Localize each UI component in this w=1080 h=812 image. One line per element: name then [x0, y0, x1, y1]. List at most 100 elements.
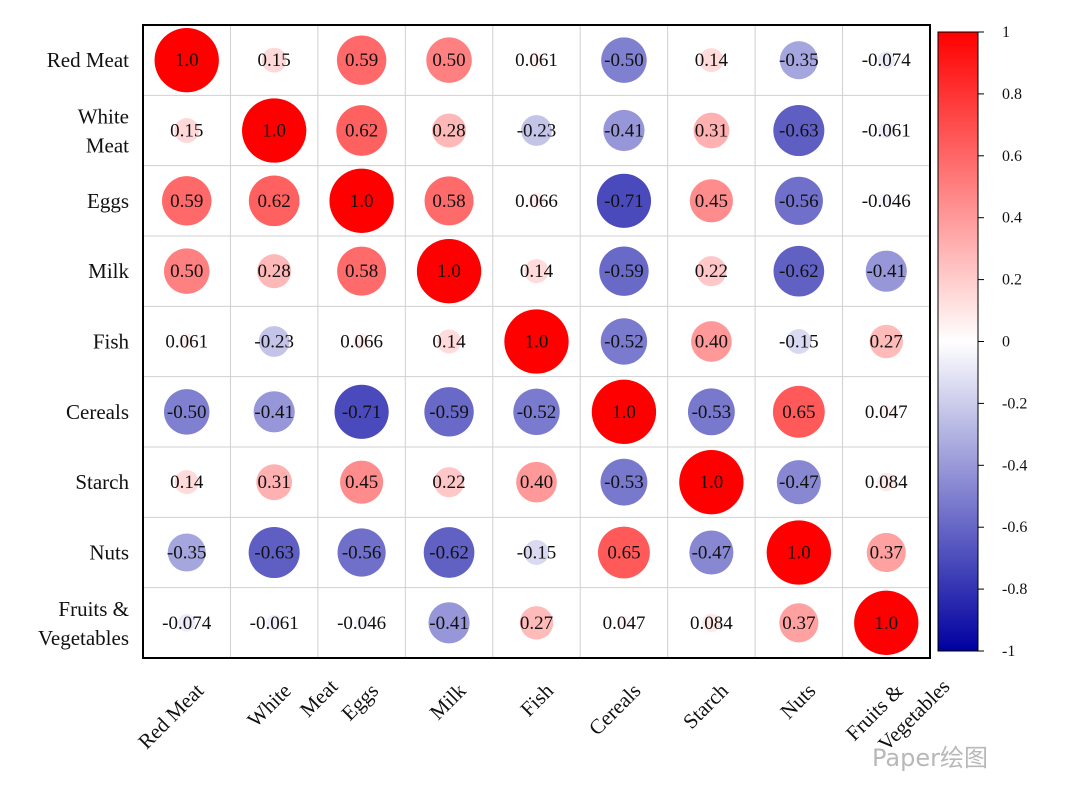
correlation-circle [521, 115, 552, 146]
correlation-circle [424, 387, 474, 437]
cell-value-label: 0.37 [870, 543, 903, 564]
colorbar [937, 31, 979, 652]
cell-value-label: -0.50 [604, 50, 644, 71]
correlation-circle [163, 389, 210, 435]
correlation-circle [603, 109, 645, 152]
cell-value-label: 0.45 [695, 191, 728, 212]
correlation-circle [174, 470, 199, 495]
cell-value-label: -0.41 [866, 261, 906, 282]
cell-value-label: 0.22 [695, 261, 728, 282]
correlation-circle [432, 113, 467, 148]
x-tick-label: Nuts [775, 679, 820, 724]
cell-value-label: 0.31 [258, 472, 291, 493]
correlation-circle [687, 388, 735, 436]
cell-value-label: -0.074 [862, 50, 912, 71]
cell-value-label: -0.56 [779, 191, 819, 212]
cell-value-label: -0.061 [862, 121, 911, 142]
cell-value-label: 1.0 [525, 332, 549, 353]
y-tick-label: Milk [88, 259, 129, 283]
cell-value-label: 0.62 [345, 121, 378, 142]
cell-value-label: -0.59 [604, 261, 644, 282]
cell-value-label: -0.56 [342, 543, 382, 564]
correlation-circle [524, 540, 549, 565]
correlation-circle [524, 259, 549, 284]
cell-value-label: 0.22 [432, 472, 465, 493]
correlation-circle [699, 48, 724, 73]
cell-value-label: -0.63 [779, 121, 819, 142]
correlation-circle [178, 333, 195, 350]
cell-value-label: -0.59 [429, 402, 469, 423]
correlation-circle [776, 460, 821, 505]
correlation-circle [779, 603, 819, 643]
correlation-circle [248, 175, 300, 227]
cell-value-label: 0.62 [258, 191, 291, 212]
y-axis-labels: Red Meat White Meat Eggs Milk Fish Cereals Star… [38, 48, 129, 650]
x-tick-label: Starch [678, 678, 733, 733]
cell-value-label: -0.52 [604, 332, 644, 353]
correlation-circle [702, 613, 721, 633]
correlation-circle [258, 326, 290, 357]
correlation-circle [600, 458, 648, 506]
cell-value-label: 0.047 [865, 402, 908, 423]
x-tick-label: Fish [515, 678, 558, 721]
cell-value-label: 0.061 [165, 332, 208, 353]
correlation-circle [878, 122, 895, 139]
correlation-circle [336, 105, 387, 156]
x-tick-label: Eggs [336, 679, 383, 726]
correlation-circle [334, 384, 389, 439]
y-tick-label: Red Meat [47, 48, 129, 72]
correlation-circle [354, 615, 369, 630]
cell-value-label: 0.14 [695, 50, 729, 71]
cell-value-label: 0.15 [170, 121, 203, 142]
grid-lines [143, 25, 930, 658]
correlation-circle [865, 250, 907, 292]
cell-value-label: -0.046 [862, 191, 911, 212]
correlation-circle [336, 35, 387, 85]
cell-value-label: -0.41 [429, 613, 469, 634]
correlation-circle [854, 590, 919, 655]
cell-value-label: -0.71 [604, 191, 644, 212]
cell-value-label: 0.50 [432, 50, 465, 71]
cell-value-label: -0.53 [604, 472, 644, 493]
colorbar-tick-label: -0.2 [1002, 395, 1027, 412]
colorbar-tick-label: 1 [1002, 24, 1010, 41]
correlation-circle [174, 118, 200, 143]
colorbar-ticks: 1 0.8 0.6 0.4 0.2 0 -0.2 -0.4 -0.6 -0.8 -1 [978, 24, 1027, 660]
cell-value-label: 0.50 [170, 261, 203, 282]
correlation-circle [600, 318, 648, 365]
cell-value-label: 0.27 [520, 613, 553, 634]
cell-value-label: 1.0 [437, 261, 461, 282]
colorbar-tick-label: -1 [1002, 643, 1015, 660]
correlation-circle [689, 530, 734, 575]
correlation-circle [528, 192, 545, 210]
cell-value-label: 0.14 [170, 472, 204, 493]
cell-value-label: 0.59 [170, 191, 203, 212]
y-tick-label: Fruits & Vegetables [38, 597, 129, 650]
cell-value-label: 1.0 [874, 613, 898, 634]
correlation-circle [337, 246, 387, 296]
colorbar-tick-label: 0 [1002, 334, 1010, 351]
correlation-circle [337, 528, 386, 577]
correlation-circle [879, 193, 894, 208]
cell-value-label: 0.14 [432, 332, 466, 353]
correlation-circle [689, 179, 733, 223]
correlation-circle [266, 614, 283, 631]
correlation-circle [598, 526, 650, 579]
cell-value-label: 0.40 [520, 472, 553, 493]
cell-value-label: 1.0 [175, 50, 199, 71]
correlation-circle [876, 472, 896, 492]
y-tick-label: Fish [93, 330, 130, 354]
cell-value-label: 0.28 [432, 121, 465, 142]
correlation-circle [596, 173, 652, 228]
correlation-circle [779, 41, 818, 80]
correlation-circle [433, 467, 465, 498]
cell-value-label: 0.047 [603, 613, 646, 634]
correlation-circle [786, 329, 812, 354]
correlation-circle [528, 52, 545, 69]
cell-value-label: -0.71 [342, 402, 382, 423]
colorbar-tick-label: -0.4 [1002, 457, 1027, 474]
correlation-circle [591, 379, 657, 445]
y-tick-label: Eggs [87, 189, 129, 213]
